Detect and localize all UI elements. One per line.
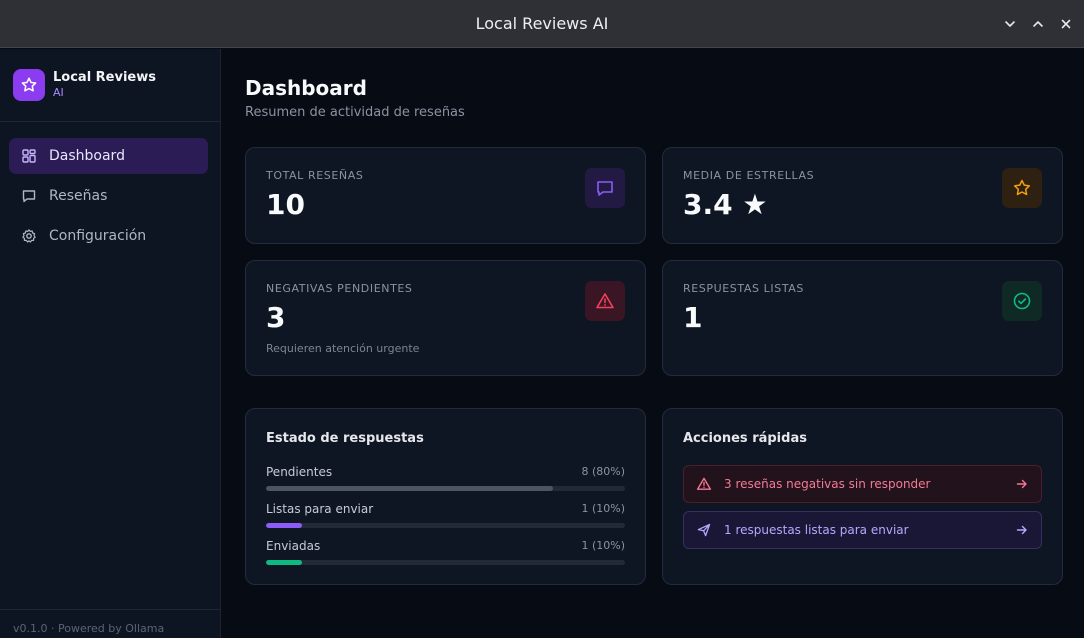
sidebar-nav: Dashboard Reseñas Configuración	[9, 138, 208, 258]
stat-card-total-resenas: TOTAL RESEÑAS 10	[245, 147, 646, 244]
stat-card-negativas-pendientes: NEGATIVAS PENDIENTES 3 Requieren atenció…	[245, 260, 646, 376]
stat-card-media-estrellas: MEDIA DE ESTRELLAS 3.4 ★	[662, 147, 1063, 244]
stat-label: NEGATIVAS PENDIENTES	[266, 282, 413, 295]
action-ready-responses[interactable]: 1 respuestas listas para enviar	[683, 511, 1042, 549]
sidebar-item-label: Configuración	[49, 228, 147, 244]
sidebar-item-resenas[interactable]: Reseñas	[9, 178, 208, 214]
brand-sub: AI	[53, 86, 64, 99]
gear-icon	[21, 228, 37, 244]
star-icon	[21, 77, 37, 92]
section-title: Estado de respuestas	[266, 431, 424, 446]
action-label: 3 reseñas negativas sin responder	[724, 477, 931, 491]
warning-icon	[585, 281, 625, 321]
stat-note: Requieren atención urgente	[266, 342, 420, 355]
arrow-right-icon	[1015, 477, 1029, 491]
page-title: Dashboard	[245, 76, 367, 100]
arrow-right-icon	[1015, 523, 1029, 537]
check-circle-icon	[1002, 281, 1042, 321]
sidebar-item-dashboard[interactable]: Dashboard	[9, 138, 208, 174]
stat-value: 1	[683, 301, 703, 334]
progress-track	[266, 560, 625, 565]
warning-icon	[696, 476, 712, 492]
action-negative-reviews[interactable]: 3 reseñas negativas sin responder	[683, 465, 1042, 503]
stat-label: RESPUESTAS LISTAS	[683, 282, 804, 295]
progress-track	[266, 486, 625, 491]
close-button[interactable]	[1054, 12, 1078, 36]
quick-actions-card: Acciones rápidas 3 reseñas negativas sin…	[662, 408, 1063, 585]
sidebar-item-label: Reseñas	[49, 188, 108, 204]
progress-label: Listas para enviar	[266, 502, 374, 516]
progress-fill	[266, 560, 302, 565]
stat-label: MEDIA DE ESTRELLAS	[683, 169, 815, 182]
progress-label: Enviadas	[266, 539, 321, 553]
sidebar-footer: v0.1.0 · Powered by Ollama	[13, 622, 165, 635]
progress-row-pendientes: Pendientes 8 (80%)	[266, 465, 625, 491]
star-icon	[1002, 168, 1042, 208]
maximize-button[interactable]	[1026, 12, 1050, 36]
stat-value: 10	[266, 188, 305, 221]
grid-icon	[21, 148, 37, 164]
progress-label: Pendientes	[266, 465, 333, 479]
chevron-down-icon	[1005, 21, 1015, 27]
message-icon	[21, 188, 37, 204]
sidebar-item-configuracion[interactable]: Configuración	[9, 218, 208, 254]
brand-name: Local Reviews	[53, 70, 156, 85]
sidebar-divider	[0, 121, 220, 122]
window-controls	[998, 12, 1078, 36]
progress-row-listas: Listas para enviar 1 (10%)	[266, 502, 625, 528]
sidebar-item-label: Dashboard	[49, 148, 125, 164]
sidebar-footer-divider	[0, 609, 220, 610]
stat-label: TOTAL RESEÑAS	[266, 169, 364, 182]
message-icon	[585, 168, 625, 208]
stat-value: 3	[266, 301, 286, 334]
minimize-button[interactable]	[998, 12, 1022, 36]
send-icon	[696, 522, 712, 538]
brand-logo	[13, 69, 45, 101]
stat-value: 3.4 ★	[683, 188, 768, 221]
close-icon	[1061, 19, 1071, 29]
title-bar: Local Reviews AI	[0, 0, 1084, 48]
progress-count: 1 (10%)	[581, 539, 625, 552]
progress-count: 8 (80%)	[581, 465, 625, 478]
status-card: Estado de respuestas Pendientes 8 (80%) …	[245, 408, 646, 585]
progress-row-enviadas: Enviadas 1 (10%)	[266, 539, 625, 565]
progress-count: 1 (10%)	[581, 502, 625, 515]
progress-fill	[266, 486, 554, 491]
action-label: 1 respuestas listas para enviar	[724, 523, 909, 537]
progress-fill	[266, 523, 302, 528]
progress-track	[266, 523, 625, 528]
page-subtitle: Resumen de actividad de reseñas	[245, 105, 465, 120]
window-title: Local Reviews AI	[475, 14, 609, 33]
section-title: Acciones rápidas	[683, 431, 807, 446]
sidebar: Local Reviews AI Dashboard Reseñas Confi…	[0, 49, 221, 638]
stat-card-respuestas-listas: RESPUESTAS LISTAS 1	[662, 260, 1063, 376]
brand[interactable]: Local Reviews AI	[13, 69, 156, 101]
chevron-up-icon	[1033, 21, 1043, 27]
